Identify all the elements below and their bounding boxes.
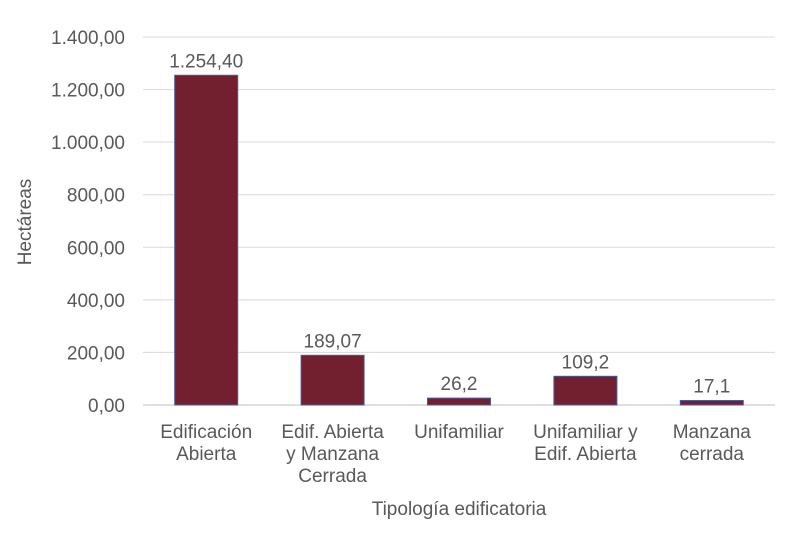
bar [679, 400, 744, 406]
x-axis-title: Tipología edificatoria [372, 499, 547, 520]
y-tick-label: 1.200,00 [51, 81, 125, 102]
x-category-label: Cerrada [298, 466, 367, 487]
data-label: 17,1 [693, 377, 730, 398]
y-tick-label: 800,00 [67, 186, 125, 207]
bar [427, 397, 491, 406]
y-tick-label: 600,00 [67, 238, 125, 259]
data-label: 189,07 [304, 331, 362, 352]
bars [174, 74, 744, 406]
x-category-label: y Manzana [286, 444, 379, 465]
x-category-label: Unifamiliar y [533, 422, 638, 443]
data-labels: 1.254,40 189,07 26,2 109,2 17,1 [169, 51, 730, 397]
y-axis-ticks: 0,00 200,00 400,00 600,00 800,00 1.000,00 1.20… [51, 28, 125, 417]
x-category-label: Edif. Abierta [281, 422, 384, 443]
data-label: 26,2 [441, 374, 478, 395]
x-category-label: Manzana [673, 422, 752, 443]
x-category-label: Edif. Abierta [534, 444, 637, 465]
bar [553, 375, 618, 406]
y-tick-label: 0,00 [88, 396, 125, 417]
y-tick-label: 400,00 [67, 291, 125, 312]
y-axis-title: Hectáreas [15, 179, 36, 266]
data-label: 1.254,40 [169, 51, 243, 72]
gridlines [143, 36, 775, 406]
y-tick-label: 200,00 [67, 343, 125, 364]
data-label: 109,2 [562, 352, 610, 373]
y-tick-label: 1.000,00 [51, 133, 125, 154]
bar [174, 74, 239, 406]
x-category-label: Edificación [160, 422, 252, 443]
y-tick-label: 1.400,00 [51, 28, 125, 49]
bar [300, 354, 365, 406]
x-category-label: Abierta [176, 444, 237, 465]
x-category-label: Unifamiliar [414, 422, 504, 443]
x-category-label: cerrada [680, 444, 745, 465]
